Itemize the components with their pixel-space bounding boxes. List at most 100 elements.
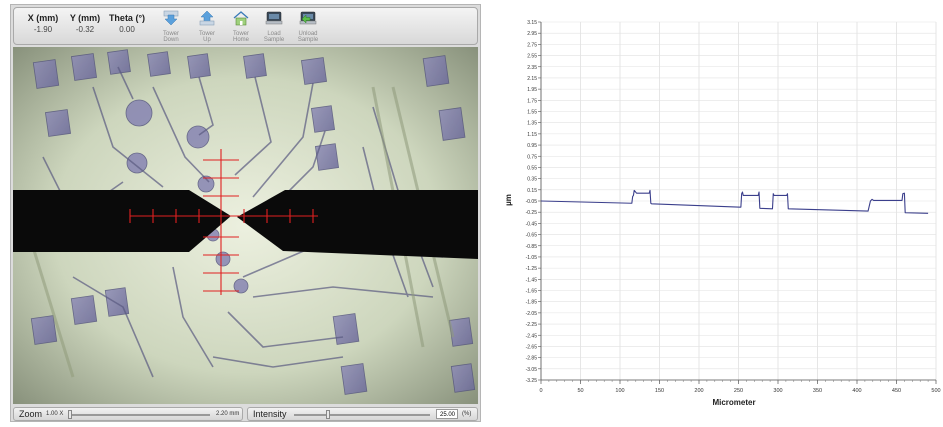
y-tick-label: -2.85 — [526, 356, 538, 362]
theta-readout: Theta (°) 0.00 — [102, 13, 152, 34]
x-tick-label: 100 — [615, 388, 624, 394]
camera-viewport[interactable] — [13, 47, 478, 404]
theta-label: Theta (°) — [108, 13, 146, 23]
y-tick-label: -3.25 — [526, 378, 538, 384]
intensity-value-input[interactable]: 25.00 — [436, 409, 458, 419]
y-tick-label: -2.05 — [526, 311, 538, 317]
y-tick-label: -1.65 — [526, 289, 538, 295]
intensity-unit-label: (%) — [462, 411, 472, 417]
unload-sample-button[interactable]: Unload Sample — [295, 10, 321, 43]
zoom-slider-thumb[interactable] — [68, 410, 72, 419]
y-tick-label: 1.35 — [527, 121, 537, 127]
y-tick-label: -1.45 — [526, 277, 538, 283]
stage-control-panel: X (mm) -1.90 Y (mm) -0.32 Theta (°) 0.00… — [10, 4, 481, 422]
zoom-min-label: 1.00 X — [46, 411, 64, 417]
load-sample-button[interactable]: Load Sample — [261, 10, 287, 43]
probe-needles — [13, 190, 478, 259]
x-tick-label: 150 — [655, 388, 664, 394]
stage-toolbar: X (mm) -1.90 Y (mm) -0.32 Theta (°) 0.00… — [13, 7, 478, 45]
y-tick-label: 1.95 — [527, 87, 537, 93]
y-tick-label: 1.75 — [527, 98, 537, 104]
y-tick-label: -1.05 — [526, 255, 538, 261]
tower-up-line1: Tower — [198, 31, 215, 37]
y-tick-label: -0.25 — [526, 210, 538, 216]
tower-up-button[interactable]: Tower Up — [194, 10, 220, 43]
y-position-readout: Y (mm) -0.32 — [60, 13, 110, 34]
y-axis-ticks: 3.15 2.95 2.75 2.55 2.35 2.15 1.95 1.75 1.55 1.35… — [526, 20, 541, 384]
y-tick-label: 1.15 — [527, 132, 537, 138]
x-tick-label: 0 — [539, 388, 542, 394]
unload-sample-line2: Sample — [297, 37, 319, 43]
y-tick-label: 0.75 — [527, 154, 537, 160]
y-tick-label: 1.55 — [527, 110, 537, 116]
intensity-slider-track[interactable] — [294, 414, 430, 416]
intensity-control: Intensity 25.00 (%) — [247, 407, 478, 421]
x-tick-label: 350 — [813, 388, 822, 394]
zoom-slider-track[interactable] — [70, 414, 210, 416]
profile-trace-line — [540, 189, 929, 214]
profile-chart: 3.15 2.95 2.75 2.55 2.35 2.15 1.95 1.75 1.55 1.35… — [504, 20, 941, 407]
tower-home-line2: Home — [232, 37, 249, 43]
y-tick-label: -3.05 — [526, 367, 538, 373]
chart-grid — [540, 21, 937, 381]
home-icon — [233, 11, 249, 26]
y-tick-label: 0.95 — [527, 143, 537, 149]
y-tick-label: 2.35 — [527, 65, 537, 71]
y-tick-label: 0.15 — [527, 188, 537, 194]
chart-series — [540, 189, 929, 214]
x-tick-label: 300 — [773, 388, 782, 394]
tower-down-line1: Tower — [162, 31, 179, 37]
tower-down-line2: Down — [163, 37, 179, 43]
x-tick-label: 450 — [892, 388, 901, 394]
tower-home-line1: Tower — [232, 31, 249, 37]
y-tick-label: 2.95 — [527, 31, 537, 37]
y-position-label: Y (mm) — [69, 13, 101, 23]
x-position-readout: X (mm) -1.90 — [18, 13, 68, 34]
load-sample-line2: Sample — [263, 37, 285, 43]
y-tick-label: 2.75 — [527, 42, 537, 48]
camera-view-image — [13, 47, 478, 404]
y-tick-label: -1.85 — [526, 300, 538, 306]
load-sample-line1: Load — [267, 31, 281, 37]
y-tick-label: -2.25 — [526, 322, 538, 328]
y-position-value: -0.32 — [75, 25, 95, 34]
y-tick-label: -0.45 — [526, 221, 538, 227]
x-tick-label: 200 — [694, 388, 703, 394]
y-tick-label: -2.65 — [526, 344, 538, 350]
zoom-max-label: 2.20 mm — [216, 411, 240, 417]
y-tick-label: 0.55 — [527, 165, 537, 171]
tower-home-button[interactable]: Tower Home — [228, 10, 254, 43]
x-axis-ticks: 0 50 100 150 200 250 300 350 400 450 500 — [539, 380, 941, 394]
x-tick-label: 50 — [577, 388, 583, 394]
x-tick-label: 500 — [931, 388, 940, 394]
x-position-label: X (mm) — [27, 13, 59, 23]
load-sample-icon — [265, 11, 283, 25]
x-tick-label: 250 — [734, 388, 743, 394]
profile-chart-panel: 3.15 2.95 2.75 2.55 2.35 2.15 1.95 1.75 1.55 1.35… — [491, 0, 943, 422]
viewport-footer: Zoom 1.00 X 2.20 mm Intensity 25.00 (%) — [13, 407, 478, 421]
theta-value: 0.00 — [119, 25, 135, 34]
arrow-down-icon — [163, 10, 179, 26]
y-tick-label: -0.65 — [526, 233, 538, 239]
unload-sample-icon — [299, 11, 317, 25]
x-tick-label: 400 — [852, 388, 861, 394]
y-axis-title: µm — [504, 194, 513, 206]
unload-sample-line1: Unload — [298, 31, 318, 37]
tower-up-line2: Up — [203, 37, 211, 43]
y-tick-label: -0.85 — [526, 244, 538, 250]
zoom-label: Zoom — [19, 409, 43, 419]
y-tick-label: 0.35 — [527, 177, 537, 183]
intensity-label: Intensity — [253, 409, 287, 419]
zoom-control: Zoom 1.00 X 2.20 mm — [13, 407, 243, 421]
y-tick-label: -1.25 — [526, 266, 538, 272]
y-tick-label: 3.15 — [527, 20, 537, 26]
y-tick-label: -0.05 — [526, 199, 538, 205]
y-tick-label: 2.55 — [527, 54, 537, 60]
crosshair-reticle — [129, 149, 318, 295]
y-tick-label: -2.45 — [526, 333, 538, 339]
arrow-up-icon — [199, 10, 215, 26]
y-tick-label: 2.15 — [527, 76, 537, 82]
x-position-value: -1.90 — [33, 25, 53, 34]
intensity-slider-thumb[interactable] — [326, 410, 330, 419]
tower-down-button[interactable]: Tower Down — [158, 10, 184, 43]
